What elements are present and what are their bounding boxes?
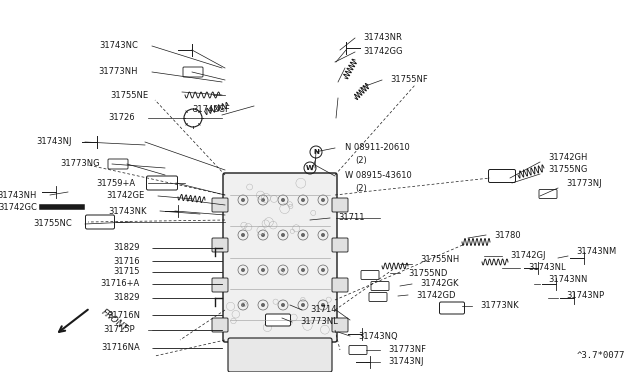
- Text: 31773NH: 31773NH: [99, 67, 138, 77]
- Circle shape: [321, 198, 325, 202]
- Text: 31743NQ: 31743NQ: [358, 331, 397, 340]
- FancyBboxPatch shape: [183, 67, 203, 77]
- Text: 31743NR: 31743NR: [363, 33, 402, 42]
- FancyBboxPatch shape: [212, 238, 228, 252]
- Text: 31714: 31714: [310, 305, 337, 314]
- Circle shape: [261, 233, 265, 237]
- Text: 31742GJ: 31742GJ: [510, 251, 545, 260]
- Circle shape: [241, 198, 245, 202]
- Text: 31743NJ: 31743NJ: [388, 357, 424, 366]
- Text: ^3.7*0077: ^3.7*0077: [577, 351, 625, 360]
- Text: 31829: 31829: [113, 244, 140, 253]
- Text: 31742GC: 31742GC: [0, 202, 37, 212]
- Text: 31755NG: 31755NG: [548, 166, 588, 174]
- Circle shape: [241, 233, 245, 237]
- Text: 31742GD: 31742GD: [416, 291, 456, 299]
- Text: 31715: 31715: [113, 267, 140, 276]
- Circle shape: [261, 198, 265, 202]
- Text: W 08915-43610: W 08915-43610: [345, 171, 412, 180]
- Circle shape: [241, 268, 245, 272]
- Text: 31743NK: 31743NK: [109, 206, 147, 215]
- Circle shape: [261, 268, 265, 272]
- Text: 31755ND: 31755ND: [408, 269, 447, 278]
- FancyBboxPatch shape: [147, 176, 177, 190]
- Text: 31773NK: 31773NK: [480, 301, 518, 311]
- Text: 31715P: 31715P: [104, 326, 135, 334]
- FancyBboxPatch shape: [266, 314, 291, 326]
- Text: 31743NL: 31743NL: [528, 263, 566, 273]
- Text: 31716N: 31716N: [107, 311, 140, 320]
- FancyBboxPatch shape: [223, 173, 337, 342]
- FancyBboxPatch shape: [332, 198, 348, 212]
- Text: 31716NA: 31716NA: [101, 343, 140, 353]
- FancyBboxPatch shape: [212, 198, 228, 212]
- Text: 31743NP: 31743NP: [566, 292, 604, 301]
- Circle shape: [301, 233, 305, 237]
- Text: FRONT: FRONT: [100, 307, 130, 333]
- Circle shape: [321, 233, 325, 237]
- Text: 31743NC: 31743NC: [99, 42, 138, 51]
- Text: 31743NN: 31743NN: [548, 276, 588, 285]
- Circle shape: [281, 268, 285, 272]
- Text: 31755NE: 31755NE: [110, 90, 148, 99]
- Circle shape: [321, 303, 325, 307]
- Text: 31773NF: 31773NF: [388, 346, 426, 355]
- FancyBboxPatch shape: [371, 282, 389, 291]
- Text: 31742GK: 31742GK: [420, 279, 458, 289]
- Text: 31711: 31711: [338, 214, 365, 222]
- Text: 31759+A: 31759+A: [96, 179, 135, 187]
- Text: 31743NM: 31743NM: [576, 247, 616, 257]
- Text: 31726: 31726: [108, 113, 135, 122]
- Circle shape: [301, 303, 305, 307]
- Circle shape: [301, 268, 305, 272]
- Text: 31742GF: 31742GF: [192, 106, 230, 115]
- FancyBboxPatch shape: [86, 215, 115, 229]
- FancyBboxPatch shape: [349, 346, 367, 355]
- FancyBboxPatch shape: [228, 338, 332, 372]
- Circle shape: [321, 268, 325, 272]
- Text: (2): (2): [355, 183, 367, 192]
- Circle shape: [261, 303, 265, 307]
- Text: 31773NJ: 31773NJ: [566, 180, 602, 189]
- Text: 31755NC: 31755NC: [33, 219, 72, 228]
- FancyBboxPatch shape: [108, 159, 128, 169]
- Circle shape: [301, 198, 305, 202]
- Text: 31829: 31829: [113, 294, 140, 302]
- Text: 31742GH: 31742GH: [548, 154, 588, 163]
- Text: 31780: 31780: [494, 231, 520, 240]
- Text: 31755NH: 31755NH: [420, 256, 460, 264]
- FancyBboxPatch shape: [440, 302, 465, 314]
- Text: 31743NJ: 31743NJ: [36, 138, 72, 147]
- Circle shape: [241, 303, 245, 307]
- FancyBboxPatch shape: [369, 292, 387, 301]
- Text: 31773NL: 31773NL: [300, 317, 338, 327]
- Text: W: W: [306, 165, 314, 171]
- Text: 31755NF: 31755NF: [390, 76, 428, 84]
- FancyBboxPatch shape: [332, 278, 348, 292]
- Circle shape: [281, 233, 285, 237]
- Text: 31716+A: 31716+A: [100, 279, 140, 289]
- FancyBboxPatch shape: [212, 318, 228, 332]
- Text: N: N: [313, 149, 319, 155]
- Text: (2): (2): [355, 155, 367, 164]
- FancyBboxPatch shape: [212, 278, 228, 292]
- FancyBboxPatch shape: [488, 170, 515, 183]
- FancyBboxPatch shape: [332, 318, 348, 332]
- FancyBboxPatch shape: [361, 270, 379, 279]
- Text: N 08911-20610: N 08911-20610: [345, 144, 410, 153]
- Circle shape: [281, 198, 285, 202]
- Text: 31716: 31716: [113, 257, 140, 266]
- Text: 31773NG: 31773NG: [60, 160, 100, 169]
- FancyBboxPatch shape: [332, 238, 348, 252]
- Text: 31742GE: 31742GE: [107, 192, 145, 201]
- Text: 31742GG: 31742GG: [363, 48, 403, 57]
- Text: 31743NH: 31743NH: [0, 190, 37, 199]
- FancyBboxPatch shape: [539, 189, 557, 199]
- Circle shape: [281, 303, 285, 307]
